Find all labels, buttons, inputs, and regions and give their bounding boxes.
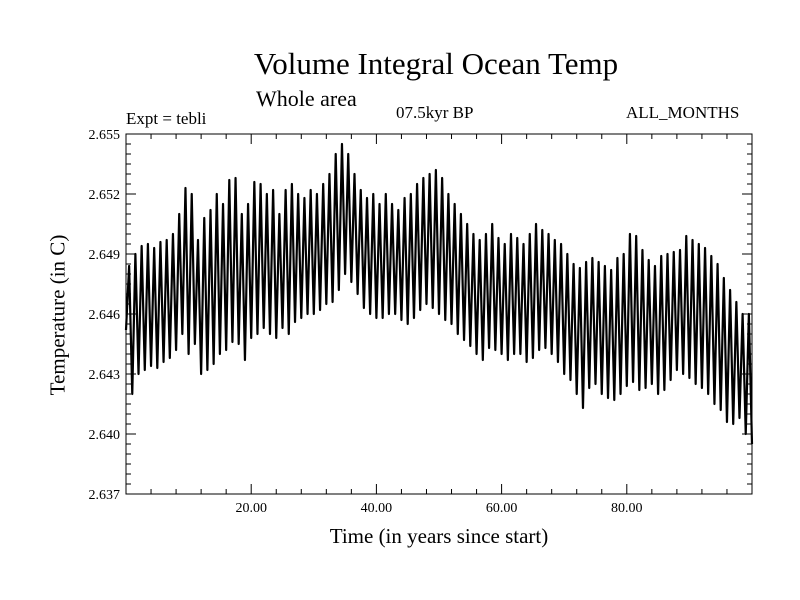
x-tick-label: 60.00 [486,501,518,516]
months-label: ALL_MONTHS [626,103,740,122]
y-tick-label: 2.652 [89,188,121,203]
axis-tick-labels: 20.00 40.00 60.00 80.00 2.637 2.640 2.643 2.646… [89,128,643,516]
y-tick-label: 2.637 [89,488,121,503]
y-tick-label: 2.649 [89,248,121,263]
temperature-series-line [124,142,754,445]
x-axis-label: Time (in years since start) [329,524,549,548]
chart-title: Volume Integral Ocean Temp [253,46,619,81]
y-tick-label: 2.643 [89,368,121,383]
y-tick-label: 2.655 [89,128,121,143]
y-tick-label: 2.646 [89,308,121,323]
experiment-label: Expt = tebli [126,109,207,128]
chart-subtitle: Whole area [256,86,357,111]
y-tick-label: 2.640 [89,428,121,443]
plot-frame [125,133,753,495]
x-tick-label: 20.00 [235,501,267,516]
period-label: 07.5kyr BP [396,103,474,122]
x-tick-label: 40.00 [361,501,393,516]
x-tick-label: 80.00 [611,501,643,516]
